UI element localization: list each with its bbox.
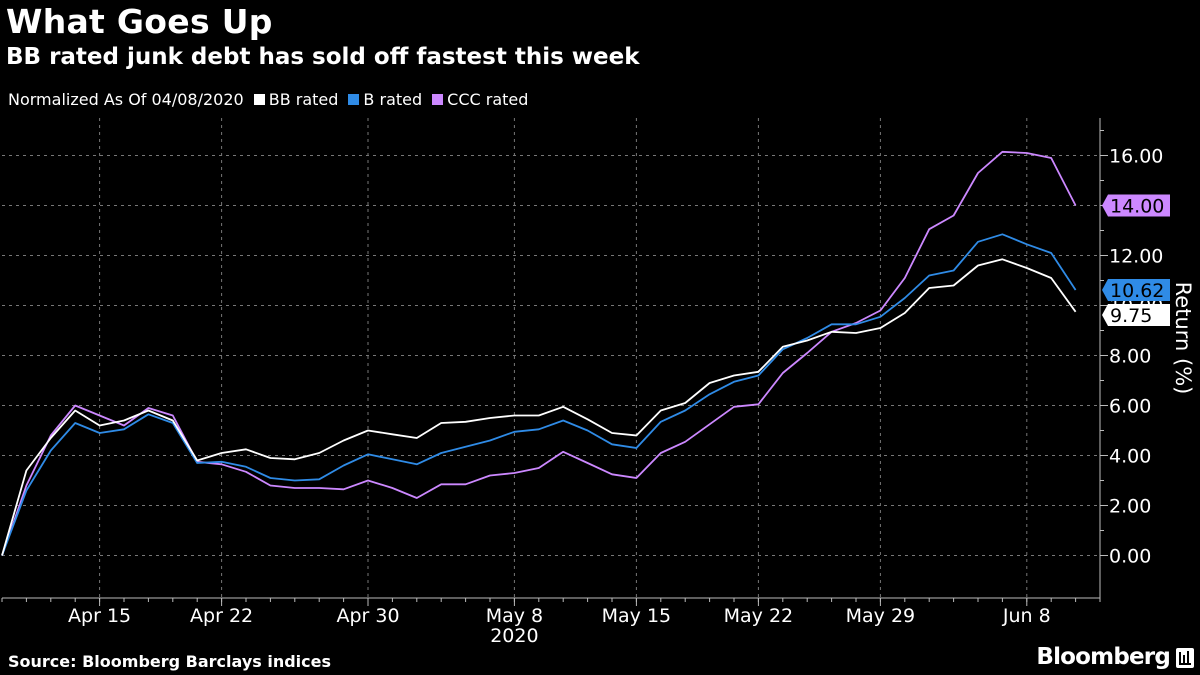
y-tick-label: 2.00: [1109, 496, 1151, 518]
source-note: Source: Bloomberg Barclays indices: [8, 652, 332, 671]
legend-swatch-bb: [253, 94, 265, 105]
x-tick-label: May 22: [724, 605, 794, 627]
legend-label-b: B rated: [363, 90, 423, 109]
x-tick-label: May 8: [486, 605, 543, 627]
x-tick-label: Apr 15: [68, 605, 131, 627]
x-tick-label: May 15: [602, 605, 672, 627]
legend-swatch-b: [348, 94, 360, 105]
chart-title: What Goes Up: [6, 2, 273, 41]
bloomberg-logo: Bloomberg: [1036, 644, 1170, 670]
legend-label-bb: BB rated: [268, 90, 339, 109]
chart-subtitle: BB rated junk debt has sold off fastest …: [6, 44, 640, 70]
legend-swatch-ccc: [432, 94, 444, 105]
legend-item-bb: BB rated: [253, 90, 339, 109]
y-axis-title: Return (%): [1171, 282, 1195, 395]
y-tick-label: 0.00: [1109, 546, 1151, 568]
end-label-box: [1102, 304, 1170, 326]
x-tick-label: Jun 8: [1002, 605, 1051, 627]
legend-note: Normalized As Of 04/08/2020: [8, 90, 244, 109]
end-value-label: 9.75: [1110, 305, 1152, 327]
series-line-b-rated: [1, 233, 1077, 556]
end-label-box: [1102, 194, 1170, 217]
x-tick-label: Apr 30: [336, 605, 399, 627]
legend-item-b: B rated: [348, 90, 422, 109]
end-value-label: 10.62: [1110, 280, 1164, 302]
x-tick-label: Apr 22: [190, 605, 253, 627]
legend-item-ccc: CCC rated: [432, 90, 528, 109]
series-line-bb-rated: [1, 258, 1077, 556]
legend-label-ccc: CCC rated: [447, 90, 529, 109]
bloomberg-terminal-icon: [1176, 648, 1194, 668]
end-value-label: 14.00: [1110, 196, 1164, 218]
end-label-box: [1102, 279, 1170, 301]
legend: Normalized As Of 04/08/2020 BB rated B r…: [8, 90, 528, 109]
y-tick-label: 6.00: [1109, 396, 1151, 418]
series-line-ccc-rated: [1, 150, 1077, 556]
y-tick-label: 16.00: [1109, 146, 1163, 168]
y-tick-label: 12.00: [1109, 246, 1163, 268]
y-tick-label: 8.00: [1109, 346, 1151, 368]
y-tick-label: 4.00: [1109, 446, 1151, 468]
x-year-label: 2020: [490, 625, 538, 647]
x-tick-label: May 29: [846, 605, 916, 627]
